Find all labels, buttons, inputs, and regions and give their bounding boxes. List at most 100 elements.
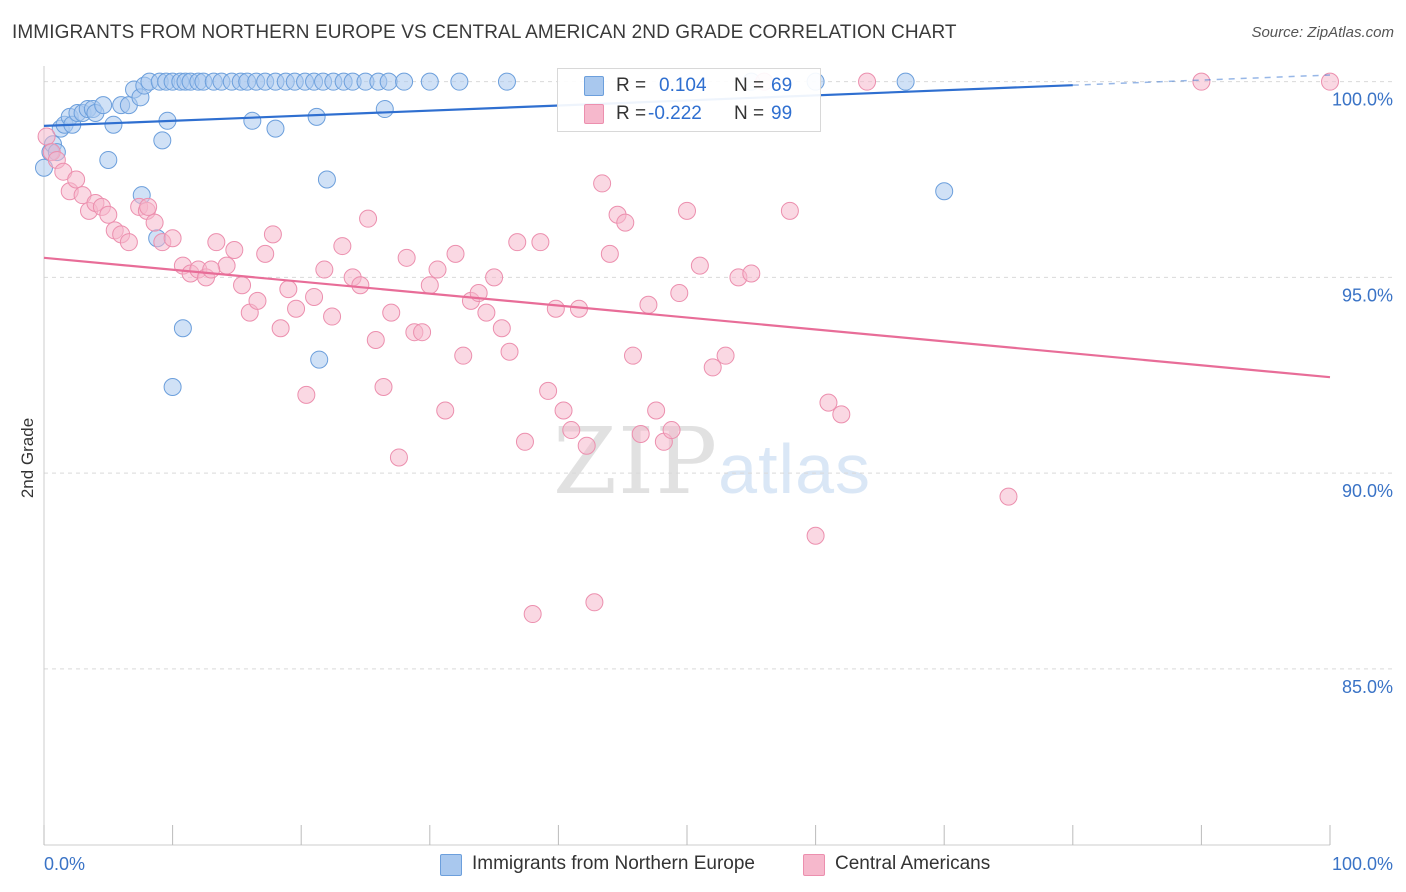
legend-n-label: N = — [734, 103, 765, 124]
data-point-central-americans — [623, 346, 642, 365]
data-point-central-americans — [806, 526, 825, 545]
data-point-central-americans — [413, 323, 432, 342]
data-point-central-americans — [593, 174, 612, 193]
legend-row-pink: R = -0.222 N = 99 — [558, 101, 820, 127]
data-point-central-americans — [662, 421, 681, 440]
data-point-central-americans — [546, 299, 565, 318]
data-point-central-americans — [305, 287, 324, 306]
data-point-central-americans — [366, 331, 385, 350]
data-point-central-americans — [297, 385, 316, 404]
bottom-legend-swatch-blue — [440, 854, 462, 876]
legend-n-label: N = — [734, 75, 765, 96]
data-point-central-americans — [639, 295, 658, 314]
trend-line-central-americans — [43, 256, 1331, 379]
data-point-central-americans — [67, 170, 86, 189]
data-point-central-americans — [207, 233, 226, 252]
data-point-central-americans — [600, 244, 619, 263]
data-point-central-americans — [616, 213, 635, 232]
data-point-central-americans — [225, 240, 244, 259]
y-tick-label: 85.0% — [1342, 677, 1393, 697]
data-point-central-americans — [1321, 72, 1339, 91]
data-point-central-americans — [492, 319, 511, 338]
data-point-central-americans — [397, 248, 416, 267]
stats-legend: R = 0.104 N = 69 R = -0.222 N = 99 — [557, 68, 821, 132]
data-point-central-americans — [420, 276, 439, 295]
data-point-central-americans — [539, 381, 558, 400]
data-point-central-americans — [315, 260, 334, 279]
legend-n-value: 69 — [771, 75, 793, 96]
data-point-central-americans — [428, 260, 447, 279]
data-point-central-americans — [119, 233, 138, 252]
data-point-central-americans — [1192, 72, 1211, 91]
data-point-central-americans — [351, 276, 370, 295]
data-point-northern-europe — [310, 350, 329, 369]
watermark-zip: ZIP — [553, 408, 719, 515]
data-point-northern-europe — [243, 111, 262, 130]
data-point-central-americans — [531, 233, 550, 252]
data-point-central-americans — [703, 358, 722, 377]
data-point-northern-europe — [317, 170, 336, 189]
data-point-central-americans — [217, 256, 236, 275]
data-point-northern-europe — [379, 72, 398, 91]
data-point-northern-europe — [935, 182, 954, 201]
data-point-central-americans — [145, 213, 164, 232]
data-point-central-americans — [454, 346, 473, 365]
data-point-central-americans — [562, 421, 581, 440]
x-tick-label: 100.0% — [1332, 854, 1393, 874]
data-point-central-americans — [333, 237, 352, 256]
data-point-central-americans — [263, 225, 282, 244]
data-point-central-americans — [271, 319, 290, 338]
data-point-central-americans — [446, 244, 465, 263]
data-point-central-americans — [37, 127, 56, 146]
data-point-central-americans — [999, 487, 1018, 506]
data-point-northern-europe — [266, 119, 285, 138]
legend-row-blue: R = 0.104 N = 69 — [558, 73, 820, 99]
data-point-northern-europe — [104, 115, 123, 134]
data-point-central-americans — [508, 233, 527, 252]
legend-r-label: R = — [616, 103, 647, 124]
data-point-central-americans — [554, 401, 573, 420]
data-point-northern-europe — [153, 131, 172, 150]
y-tick-label: 90.0% — [1342, 481, 1393, 501]
data-point-central-americans — [233, 276, 252, 295]
data-point-central-americans — [716, 346, 735, 365]
data-point-northern-europe — [497, 72, 516, 91]
legend-r-label: R = — [616, 75, 647, 96]
y-axis-label: 2nd Grade — [18, 417, 37, 499]
legend-swatch-pink — [584, 104, 604, 124]
data-point-central-americans — [256, 244, 275, 263]
data-point-central-americans — [382, 303, 401, 322]
data-point-central-americans — [248, 291, 267, 310]
data-point-central-americans — [858, 72, 877, 91]
data-point-central-americans — [647, 401, 666, 420]
data-point-central-americans — [780, 201, 799, 220]
data-point-central-americans — [500, 342, 519, 361]
data-point-central-americans — [742, 264, 761, 283]
data-point-central-americans — [690, 256, 709, 275]
data-point-central-americans — [323, 307, 342, 326]
data-point-central-americans — [477, 303, 496, 322]
y-tick-label: 95.0% — [1342, 285, 1393, 305]
data-point-central-americans — [163, 229, 182, 248]
data-point-central-americans — [832, 405, 851, 424]
data-point-central-americans — [819, 393, 838, 412]
data-point-northern-europe — [450, 72, 469, 91]
x-tick-label: 0.0% — [44, 854, 85, 874]
data-point-central-americans — [577, 436, 596, 455]
data-point-central-americans — [374, 377, 393, 396]
data-point-central-americans — [389, 448, 408, 467]
data-point-central-americans — [585, 593, 604, 612]
data-point-central-americans — [523, 605, 542, 624]
data-point-central-americans — [279, 280, 298, 299]
source-credit: Source: ZipAtlas.com — [1251, 24, 1394, 41]
data-point-northern-europe — [896, 72, 915, 91]
bottom-legend-swatch-pink — [803, 854, 825, 876]
data-point-central-americans — [436, 401, 455, 420]
data-point-northern-europe — [395, 72, 414, 91]
data-point-central-americans — [359, 209, 378, 228]
bottom-legend-label-blue: Immigrants from Northern Europe — [472, 853, 755, 874]
data-point-northern-europe — [420, 72, 439, 91]
data-point-northern-europe — [375, 100, 394, 119]
data-point-northern-europe — [163, 377, 182, 396]
